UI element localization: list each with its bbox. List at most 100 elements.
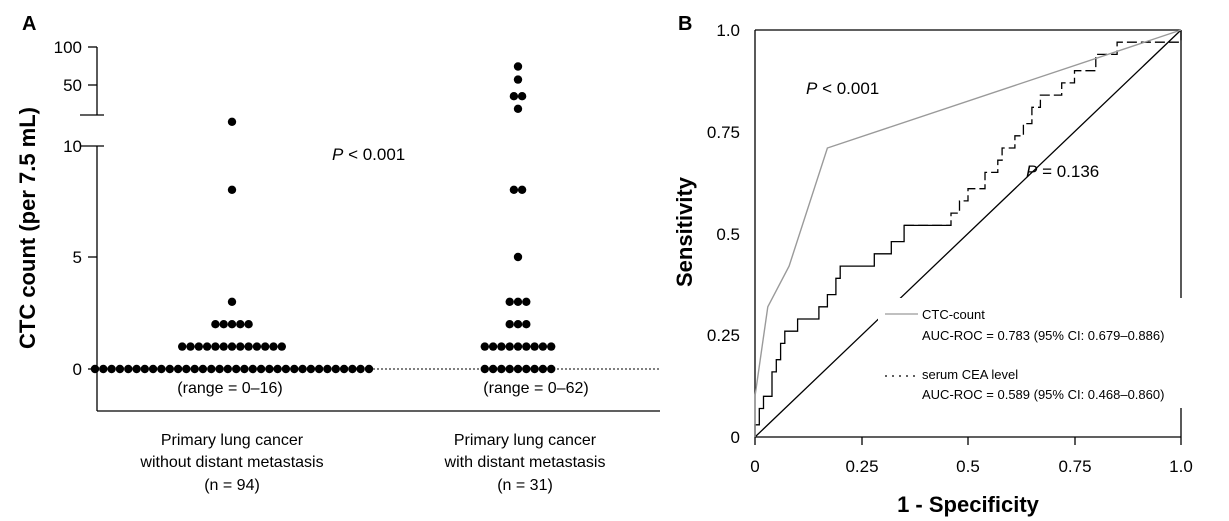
data-point: [232, 364, 241, 374]
b-y-tick-025: 0.25: [707, 326, 740, 345]
b-y-tick-075: 0.75: [707, 123, 740, 142]
b-x-tick-025: 0.25: [845, 457, 878, 476]
panel-b-y-axis-title: Sensitivity: [672, 176, 697, 287]
panel-b-p-ctc: P < 0.001: [806, 79, 879, 98]
data-point: [509, 92, 519, 101]
data-point: [265, 364, 274, 374]
data-point: [236, 320, 245, 329]
data-point: [513, 342, 523, 351]
data-point: [182, 364, 191, 374]
data-point: [547, 342, 556, 351]
data-point: [173, 364, 183, 374]
legend-background: [878, 298, 1224, 408]
panel-b-letter: B: [678, 13, 692, 35]
data-point: [90, 364, 100, 374]
data-point: [488, 364, 498, 374]
panel-b: B 1.0 0.75 0.5 0.25 0 0 0.25 0.5 0.75 1.…: [672, 13, 1224, 517]
p-value-ctc: < 0.001: [817, 79, 879, 98]
data-point: [219, 342, 228, 351]
data-point: [219, 320, 228, 329]
data-point: [273, 364, 282, 374]
panel-b-p-cea: P = 0.136: [1026, 162, 1099, 181]
data-point: [227, 342, 237, 351]
data-point: [236, 342, 245, 351]
data-point: [223, 364, 232, 374]
panel-a: A 100 50 10 5 0 CTC count (per 7.5 mL) (…: [15, 13, 660, 494]
y-tick-label-50: 50: [63, 76, 82, 95]
data-point: [513, 364, 523, 374]
data-point: [165, 364, 174, 374]
data-point: [505, 320, 514, 329]
y-tick-label-100: 100: [54, 38, 82, 57]
category-1-line-2: without distant metastasis: [139, 454, 323, 471]
panel-b-x-axis-title: 1 - Specificity: [897, 492, 1040, 517]
b-y-tick-05: 0.5: [716, 225, 740, 244]
data-point: [244, 342, 253, 351]
data-point: [517, 185, 527, 194]
y-tick-label-10: 10: [63, 137, 82, 156]
legend-cea-name: serum CEA level: [922, 367, 1018, 382]
series-cea-line: [754, 224, 951, 437]
data-point: [480, 364, 489, 374]
data-point: [227, 297, 237, 306]
legend-cea-auc: AUC-ROC = 0.589 (95% CI: 0.468–0.860): [922, 387, 1164, 402]
data-point: [148, 364, 158, 374]
data-point: [522, 342, 531, 351]
data-point: [256, 364, 266, 374]
data-point: [281, 364, 291, 374]
data-point: [364, 364, 374, 374]
p-letter-ctc: P: [806, 79, 818, 98]
data-point: [538, 364, 548, 374]
category-2-line-3: (n = 31): [497, 477, 553, 494]
data-point: [211, 320, 220, 329]
p-letter: P: [332, 145, 344, 164]
data-point: [488, 342, 498, 351]
data-point: [306, 364, 316, 374]
data-point: [252, 342, 262, 351]
data-point: [339, 364, 349, 374]
b-x-tick-05: 0.5: [956, 457, 980, 476]
data-point: [211, 342, 220, 351]
data-point: [186, 342, 195, 351]
b-x-tick-0: 0: [750, 457, 759, 476]
data-point: [517, 92, 527, 101]
series-ctc-line: [754, 29, 1182, 437]
data-point: [227, 320, 237, 329]
data-point: [124, 364, 133, 374]
range-label-group-2: (range = 0–62): [483, 380, 588, 397]
data-point: [244, 320, 253, 329]
data-point: [207, 364, 216, 374]
y-tick-label-0: 0: [73, 360, 82, 379]
b-x-tick-1: 1.0: [1169, 457, 1193, 476]
data-point: [194, 342, 203, 351]
data-point: [277, 342, 286, 351]
data-point: [227, 185, 237, 194]
data-point: [513, 75, 523, 84]
series-cea-line-dashed: [904, 30, 1182, 227]
data-point: [513, 252, 523, 262]
data-point: [323, 364, 332, 374]
legend: CTC-count AUC-ROC = 0.783 (95% CI: 0.679…: [878, 298, 1224, 408]
data-point: [269, 342, 278, 351]
data-point: [227, 117, 237, 127]
category-1-line-1: Primary lung cancer: [161, 432, 304, 449]
data-point: [497, 342, 506, 351]
data-point: [190, 364, 199, 374]
p-value-cea: = 0.136: [1037, 162, 1099, 181]
panel-b-curves: [754, 29, 1182, 438]
b-y-tick-1: 1.0: [716, 21, 740, 40]
data-point: [513, 62, 523, 71]
data-point: [107, 364, 116, 374]
data-point: [505, 342, 514, 351]
data-point: [547, 364, 556, 374]
p-letter-cea: P: [1026, 162, 1038, 181]
data-point: [505, 364, 514, 374]
data-point: [538, 342, 548, 351]
b-x-tick-075: 0.75: [1058, 457, 1091, 476]
data-point: [202, 342, 212, 351]
data-point: [298, 364, 307, 374]
data-point: [140, 364, 149, 374]
data-point: [513, 104, 523, 114]
b-y-tick-0: 0: [731, 428, 740, 447]
legend-ctc-name: CTC-count: [922, 307, 985, 322]
